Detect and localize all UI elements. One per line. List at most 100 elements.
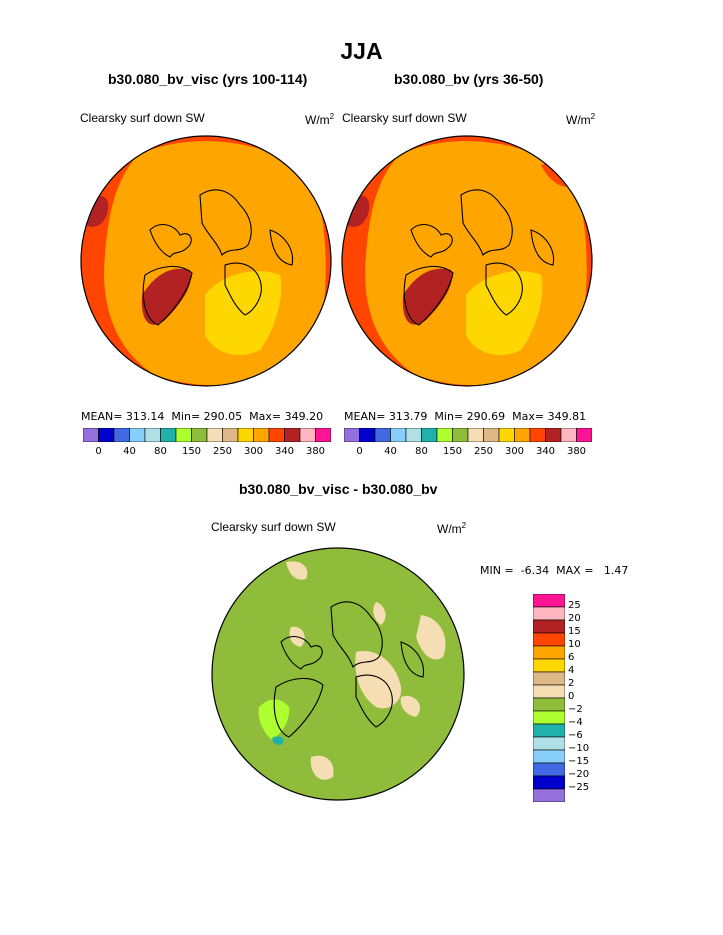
diff-colorbar-label: −25 (568, 782, 590, 793)
colorbar-tick-label: 80 (154, 446, 167, 457)
diff-colorbar-label: 4 (568, 665, 575, 676)
panel1-max-label: Max= (249, 410, 282, 423)
colorbar-tick-label: 250 (473, 446, 494, 457)
panel1-title: b30.080_bv_visc (yrs 100-114) (108, 71, 308, 87)
colorbar-box (390, 428, 407, 442)
colorbar-box (191, 428, 208, 442)
diff-region-positive (355, 651, 402, 709)
diff-colorbar-box (533, 594, 565, 608)
panel1-stats: MEAN= 313.14 Min= 290.05 Max= 349.20 (81, 410, 323, 423)
diff-max-value: 1.47 (603, 564, 629, 577)
panel1-min-value: 290.05 (203, 410, 243, 423)
colorbar-tick-label: 380 (566, 446, 587, 457)
colorbar-box (83, 428, 99, 442)
colorbar-box (374, 428, 391, 442)
panel1-colorbar-ticks: 0 40 80 150 250 300 340 380 (83, 446, 331, 460)
panel1-map (80, 135, 332, 387)
diff-colorbar-box (533, 710, 565, 725)
panel2-units: W/m2 (566, 112, 596, 127)
diff-colorbar-box (533, 606, 565, 621)
diff-colorbar-box (533, 788, 565, 802)
diff-region-positive (286, 561, 308, 580)
diff-colorbar-label: 25 (568, 600, 581, 611)
colorbar-box (222, 428, 239, 442)
colorbar-box (421, 428, 438, 442)
colorbar-box (498, 428, 515, 442)
colorbar-box (253, 428, 270, 442)
diff-region-negative (258, 699, 290, 739)
colorbar-box (560, 428, 577, 442)
panel2-colorbar (344, 428, 592, 442)
panel1-mean-value: 313.14 (125, 410, 165, 423)
diff-colorbar-box (533, 645, 565, 660)
colorbar-box (268, 428, 285, 442)
colorbar-box (436, 428, 453, 442)
map-coastline (142, 189, 294, 326)
colorbar-box (514, 428, 531, 442)
diff-colorbar-box (533, 697, 565, 712)
diff-region-base (212, 548, 464, 800)
diff-colorbar-box (533, 762, 565, 777)
panel1-colorbar (83, 428, 331, 442)
colorbar-box (98, 428, 115, 442)
colorbar-box (576, 428, 592, 442)
map-coastline (403, 189, 555, 326)
colorbar-box (113, 428, 130, 442)
colorbar-tick-label: 340 (274, 446, 295, 457)
colorbar-tick-label: 250 (212, 446, 233, 457)
diff-colorbar-box (533, 736, 565, 751)
colorbar-box (483, 428, 500, 442)
diff-colorbar-label: 0 (568, 691, 575, 702)
diff-colorbar-label: 10 (568, 639, 581, 650)
colorbar-tick-label: 80 (415, 446, 428, 457)
panel2-title: b30.080_bv (yrs 36-50) (394, 71, 544, 87)
panel1-min-label: Min= (171, 410, 201, 423)
panel2-variable: Clearsky surf down SW (342, 111, 467, 125)
colorbar-box (160, 428, 177, 442)
colorbar-box (359, 428, 376, 442)
colorbar-box (344, 428, 360, 442)
main-title: JJA (340, 38, 383, 64)
panel2-mean-value: 313.79 (388, 410, 428, 423)
colorbar-tick-label: 0 (356, 446, 363, 457)
diff-variable: Clearsky surf down SW (211, 520, 336, 534)
panel2-mean-label: MEAN= (344, 410, 386, 423)
diff-region-positive (416, 615, 446, 660)
diff-colorbar-label: 6 (568, 652, 575, 663)
diff-min-label: MIN = (480, 564, 514, 577)
panel2-stats: MEAN= 313.79 Min= 290.69 Max= 349.81 (344, 410, 586, 423)
diff-colorbar-label: −20 (568, 769, 590, 780)
diff-minmax: MIN = -6.34 MAX = 1.47 (480, 564, 628, 577)
diff-map (211, 547, 465, 801)
diff-region-positive (400, 696, 421, 717)
colorbar-tick-label: 0 (95, 446, 102, 457)
panel1-max-value: 349.20 (284, 410, 324, 423)
panel1-units: W/m2 (305, 112, 335, 127)
diff-colorbar-label: 15 (568, 626, 581, 637)
diff-colorbar-label: −15 (568, 756, 590, 767)
panel2-max-value: 349.81 (547, 410, 587, 423)
diff-region-strong-negative (272, 736, 284, 745)
colorbar-box (315, 428, 331, 442)
diff-colorbar-label: 20 (568, 613, 581, 624)
colorbar-box (545, 428, 562, 442)
panel2-map (341, 135, 593, 387)
colorbar-box (467, 428, 484, 442)
colorbar-tick-label: 300 (243, 446, 264, 457)
diff-colorbar-labels: 25 20 15 10 6 4 2 0 −2 −4 −6 −10 −15 −20 −25 (568, 594, 608, 802)
diff-colorbar-label: −4 (568, 717, 583, 728)
colorbar-tick-label: 340 (535, 446, 556, 457)
diff-colorbar-box (533, 684, 565, 699)
colorbar-box (299, 428, 316, 442)
diff-colorbar-label: −6 (568, 730, 583, 741)
colorbar-box (284, 428, 301, 442)
diff-title: b30.080_bv_visc - b30.080_bv (239, 481, 438, 497)
diff-region-positive (310, 755, 334, 780)
diff-min-value: -6.34 (520, 564, 550, 577)
diff-colorbar-label: −2 (568, 704, 583, 715)
panel2-min-value: 290.69 (466, 410, 506, 423)
map-region-greenland (402, 268, 452, 325)
colorbar-box (206, 428, 223, 442)
colorbar-tick-label: 300 (504, 446, 525, 457)
colorbar-box (129, 428, 146, 442)
